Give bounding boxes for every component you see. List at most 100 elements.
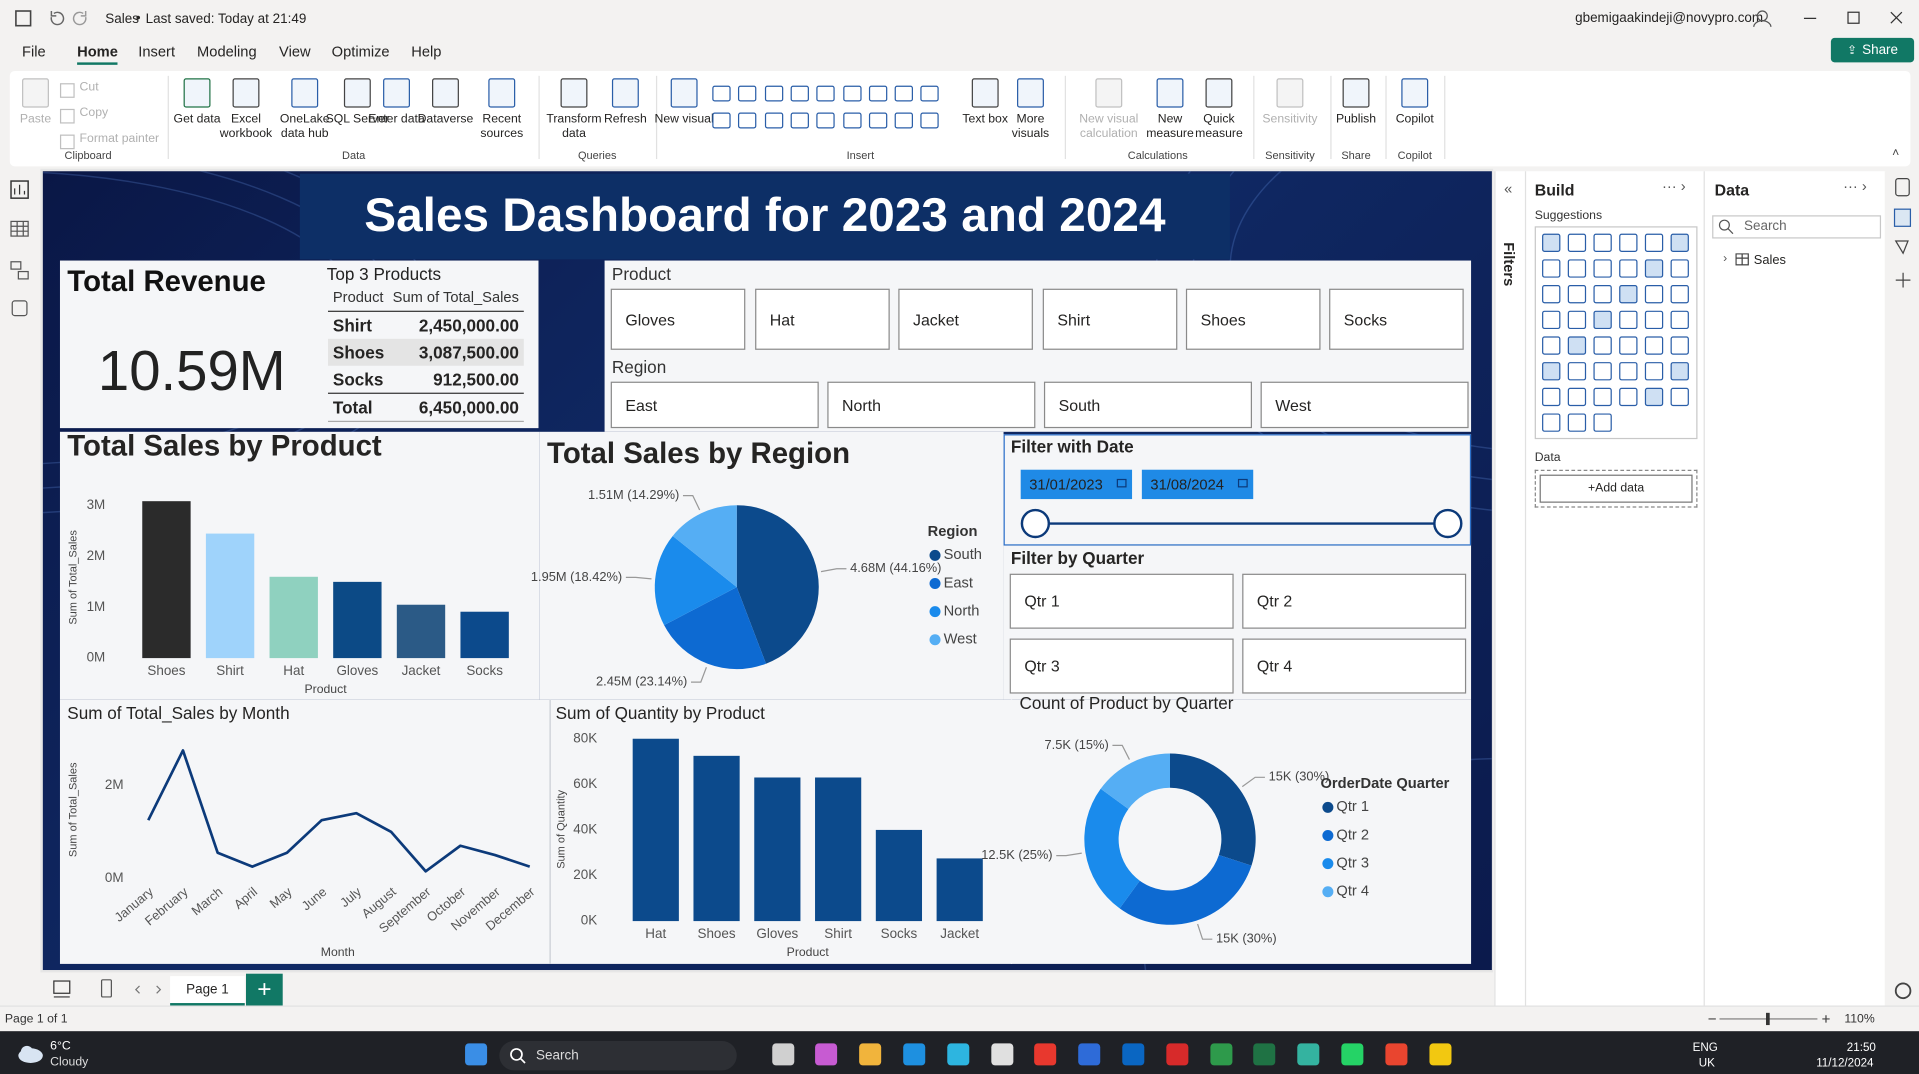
ribbon-collapse[interactable]: ˄ (1892, 146, 1900, 161)
ribbon-button[interactable]: Quick measure (1195, 112, 1243, 141)
visual-suggestion[interactable] (1619, 387, 1638, 407)
ribbon-button[interactable]: New visual (654, 112, 714, 126)
taskbar-app[interactable] (771, 1043, 794, 1066)
taskbar-app[interactable] (465, 1043, 488, 1066)
redo-icon[interactable] (72, 11, 87, 26)
visual-suggestion[interactable] (1567, 233, 1587, 252)
visual-type-icon[interactable] (868, 85, 888, 102)
visual-suggestion[interactable] (1619, 310, 1638, 330)
menu-item[interactable]: File (22, 42, 46, 60)
visual-type-icon[interactable] (842, 112, 861, 129)
visual-type-icon[interactable] (764, 112, 783, 129)
visual-suggestion[interactable] (1542, 362, 1561, 381)
file-name[interactable]: Sales (105, 12, 139, 27)
ribbon-button[interactable]: Recent sources (480, 112, 524, 141)
visual-type-icon[interactable] (894, 85, 914, 102)
menu-item[interactable]: Home (77, 43, 118, 65)
zoom-thumb[interactable] (1766, 1012, 1770, 1026)
taskbar-app[interactable] (1166, 1043, 1189, 1066)
visual-suggestion[interactable] (1670, 362, 1689, 381)
column-header[interactable]: Sum of Total_Sales (392, 288, 519, 306)
ribbon-button[interactable]: Refresh (603, 112, 647, 126)
slicer-item[interactable]: North (827, 381, 1036, 429)
build-menu[interactable]: ··· › (1661, 177, 1686, 195)
visual-suggestion[interactable] (1593, 310, 1612, 330)
add-pane-icon[interactable] (1895, 272, 1911, 288)
visual-suggestion[interactable] (1593, 362, 1612, 381)
slicer-item[interactable]: Qtr 3 (1009, 638, 1234, 694)
page-tab[interactable]: Page 1 (170, 976, 245, 1006)
search-box[interactable] (1712, 215, 1882, 239)
visual-suggestion[interactable] (1593, 285, 1612, 304)
menu-item[interactable]: Modeling (197, 42, 257, 60)
visual-suggestion[interactable] (1619, 336, 1638, 355)
add-data-button[interactable]: +Add data (1539, 474, 1693, 503)
visual-type-icon[interactable] (868, 112, 888, 129)
visual-suggestion[interactable] (1619, 285, 1638, 304)
ribbon-button[interactable]: OneLake data hub (279, 112, 330, 141)
slicer-item[interactable]: Qtr 2 (1242, 573, 1467, 629)
temperature[interactable]: 6°C (50, 1039, 71, 1054)
collapse-filters[interactable]: « (1504, 179, 1513, 197)
visual-type-icon[interactable] (816, 112, 835, 129)
visual-suggestion[interactable] (1567, 310, 1587, 330)
visual-type-icon[interactable] (790, 112, 809, 129)
ribbon-button[interactable]: SQL Server (325, 112, 390, 126)
filters-label[interactable]: Filters (1500, 242, 1518, 287)
visual-suggestion[interactable] (1542, 233, 1561, 252)
maximize[interactable] (1847, 11, 1860, 24)
menu-item[interactable]: Insert (138, 42, 176, 60)
end-date[interactable]: 31/08/2024 (1141, 469, 1254, 500)
menu-item[interactable]: View (279, 42, 311, 60)
visual-suggestion[interactable] (1542, 285, 1561, 304)
taskbar-app[interactable] (1253, 1043, 1276, 1066)
visual-suggestion[interactable] (1644, 259, 1664, 278)
visual-suggestion[interactable] (1567, 259, 1587, 278)
visual-suggestion[interactable] (1644, 310, 1664, 330)
settings-icon[interactable] (1894, 982, 1912, 1000)
language[interactable]: ENG (1692, 1040, 1718, 1055)
taskbar-app[interactable] (815, 1043, 838, 1066)
slicer-item[interactable]: East (610, 381, 819, 429)
taskbar-app[interactable] (1034, 1043, 1057, 1066)
visual-suggestion[interactable] (1567, 336, 1587, 355)
taskbar-app[interactable] (1341, 1043, 1364, 1066)
desktop-layout-icon[interactable] (53, 980, 71, 994)
visual-type-icon[interactable] (894, 112, 914, 129)
visual-suggestion[interactable] (1593, 259, 1612, 278)
expand-arrow[interactable]: › (1723, 251, 1728, 266)
taskbar-search[interactable] (499, 1040, 737, 1071)
visual-suggestion[interactable] (1593, 233, 1612, 252)
ribbon-button[interactable]: Transform data (546, 112, 602, 141)
dax-view-icon[interactable] (11, 300, 28, 317)
table-view-icon[interactable] (10, 220, 29, 237)
visual-type-icon[interactable] (738, 112, 757, 129)
taskbar-app[interactable] (1297, 1043, 1320, 1066)
add-page-button[interactable]: + (245, 973, 283, 1006)
start-date[interactable]: 31/01/2023 (1020, 469, 1133, 500)
taskbar-app[interactable] (1209, 1043, 1232, 1066)
taskbar-app[interactable] (859, 1043, 882, 1066)
slider-handle[interactable] (1020, 508, 1051, 539)
visual-suggestion[interactable] (1593, 336, 1612, 355)
data-menu[interactable]: ··· › (1843, 177, 1867, 195)
visual-suggestion[interactable] (1619, 259, 1638, 278)
slicer-item[interactable]: Shoes (1185, 288, 1321, 350)
ribbon-button[interactable]: Enter data (368, 112, 425, 126)
slicer-item[interactable]: South (1043, 381, 1252, 429)
visual-type-icon[interactable] (764, 85, 783, 102)
taskbar-app[interactable] (903, 1043, 926, 1066)
visual-suggestion[interactable] (1670, 310, 1689, 330)
visual-type-icon[interactable] (712, 85, 731, 102)
taskbar-app[interactable] (1385, 1043, 1408, 1066)
visual-type-icon[interactable] (790, 85, 809, 102)
slicer-item[interactable]: Socks (1329, 288, 1464, 350)
report-view-icon[interactable] (10, 180, 29, 199)
visual-suggestion[interactable] (1593, 413, 1612, 432)
slicer-item[interactable]: Gloves (610, 288, 746, 350)
ribbon-button[interactable]: Get data (173, 112, 221, 126)
taskbar-app[interactable] (990, 1043, 1013, 1066)
ribbon-button[interactable]: Dataverse (417, 112, 474, 126)
save-icon[interactable] (15, 10, 32, 27)
visual-suggestion[interactable] (1593, 387, 1612, 407)
